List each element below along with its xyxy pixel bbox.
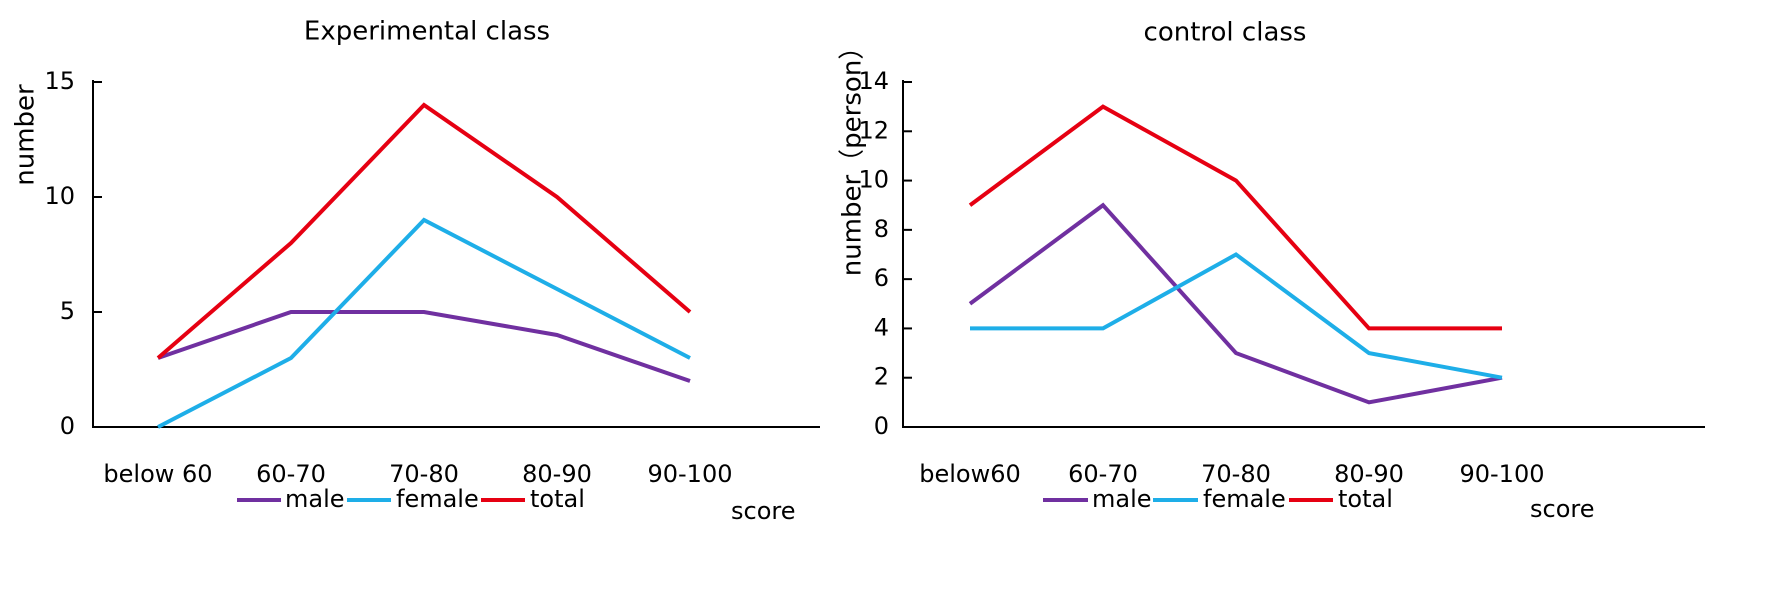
x-tick-label: below60 xyxy=(919,460,1021,488)
x-axis-label: score xyxy=(1530,495,1595,523)
y-tick-label: 6 xyxy=(874,264,889,292)
legend-label-male: male xyxy=(1092,485,1152,513)
y-tick-label: 0 xyxy=(874,412,889,440)
legend-label-total: total xyxy=(530,485,585,513)
y-tick-label: 5 xyxy=(60,297,75,325)
series-line-female xyxy=(970,252,1503,380)
y-tick-label: 2 xyxy=(874,363,889,391)
legend-label-female: female xyxy=(396,485,479,513)
y-tick-label: 12 xyxy=(858,116,889,144)
x-axis-label: score xyxy=(731,497,796,525)
x-tick-label: 80-90 xyxy=(1334,460,1404,488)
x-tick-label: 90-100 xyxy=(647,460,732,488)
x-tick-label: 80-90 xyxy=(522,460,592,488)
y-axis-label: number xyxy=(11,84,41,186)
y-tick-label: 15 xyxy=(44,67,75,95)
series-line-female xyxy=(157,217,691,429)
y-tick-label: 8 xyxy=(874,215,889,243)
x-tick-label: 70-80 xyxy=(1201,460,1271,488)
chart-panel-2: control class number（person） 0 2 4 6 8 10 12 14 be… xyxy=(838,18,1705,523)
legend-label-female: female xyxy=(1203,485,1286,513)
y-tick-label: 4 xyxy=(874,313,889,341)
x-tick-label: below 60 xyxy=(103,460,212,488)
y-tick-label: 10 xyxy=(44,182,75,210)
legend-label-total: total xyxy=(1338,485,1393,513)
x-tick-label: 60-70 xyxy=(256,460,326,488)
chart-panel-1: Experimental class number 0 5 10 15 below 60 60… xyxy=(11,17,820,525)
y-tick-label: 0 xyxy=(60,412,75,440)
chart-title: control class xyxy=(1144,18,1307,48)
x-tick-label: 70-80 xyxy=(389,460,459,488)
x-tick-label: 60-70 xyxy=(1068,460,1138,488)
legend-label-male: male xyxy=(285,485,345,513)
series-line-total xyxy=(156,102,692,360)
series-line-male xyxy=(968,202,1503,405)
x-tick-label: 90-100 xyxy=(1459,460,1544,488)
series-line-male xyxy=(157,310,691,383)
y-tick-label: 10 xyxy=(858,166,889,194)
chart-title: Experimental class xyxy=(304,17,550,47)
y-tick-label: 14 xyxy=(858,67,889,95)
series-line-total xyxy=(968,104,1502,331)
y-axis-label: number（person） xyxy=(838,34,868,277)
